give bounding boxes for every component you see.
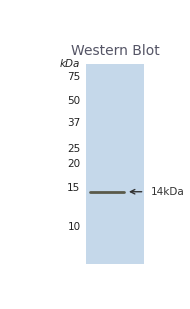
Bar <box>86 65 144 264</box>
Text: kDa: kDa <box>60 59 80 70</box>
Text: 25: 25 <box>67 144 80 154</box>
Text: 37: 37 <box>67 118 80 128</box>
Text: 75: 75 <box>67 72 80 82</box>
Text: 50: 50 <box>67 96 80 106</box>
Text: 20: 20 <box>67 159 80 169</box>
Text: 15: 15 <box>67 183 80 193</box>
Text: Western Blot: Western Blot <box>71 44 159 58</box>
Text: 14kDa: 14kDa <box>150 187 184 197</box>
Text: 10: 10 <box>67 222 80 232</box>
